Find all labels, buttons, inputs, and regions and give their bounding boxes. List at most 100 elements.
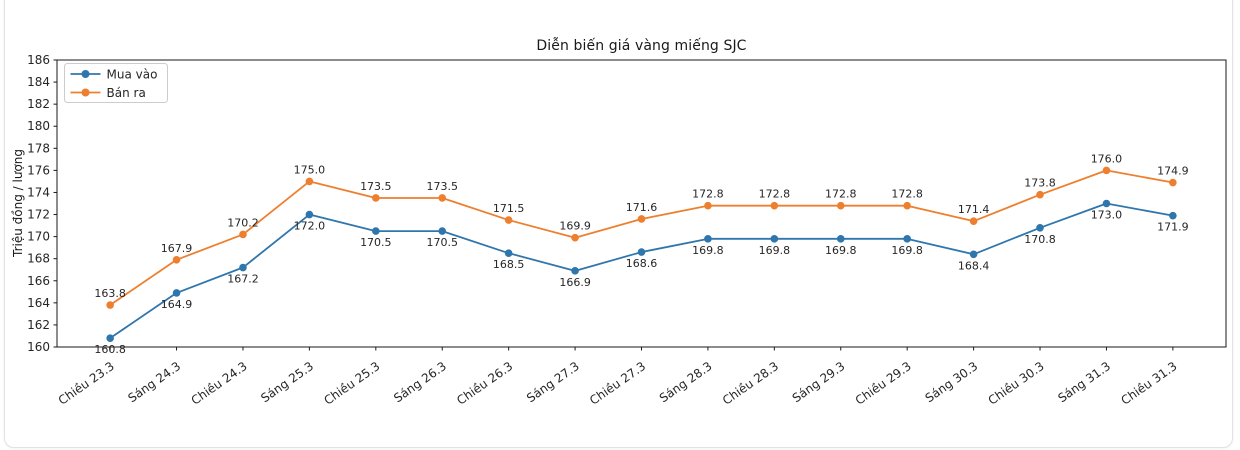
- x-axis-tick-label: Sáng 29.3: [790, 359, 848, 405]
- data-point-label: 163.8: [94, 287, 126, 300]
- data-point-label: 170.5: [426, 236, 458, 249]
- data-point-marker: [372, 194, 380, 202]
- data-point-label: 164.9: [161, 298, 193, 311]
- y-axis-label: Triệu đồng / lượng: [11, 149, 25, 257]
- data-point-label: 169.8: [825, 244, 857, 257]
- data-point-marker: [1036, 190, 1044, 199]
- x-axis-tick-label: Chiều 26.3: [454, 359, 515, 408]
- y-axis-tick-label: 180: [27, 119, 50, 133]
- data-point-label: 172.8: [825, 188, 857, 201]
- data-point-marker: [969, 250, 978, 259]
- x-axis-tick-label: Chiều 27.3: [587, 359, 648, 408]
- data-point-label: 171.4: [958, 203, 990, 216]
- data-point-label: 167.2: [227, 273, 259, 286]
- data-point-marker: [504, 216, 513, 224]
- data-point-marker: [1169, 178, 1177, 187]
- y-axis-tick-label: 160: [27, 340, 50, 354]
- x-axis-tick-label: Sáng 28.3: [657, 359, 715, 405]
- data-point-marker: [172, 255, 181, 264]
- data-point-label: 172.8: [759, 188, 791, 201]
- data-point-label: 171.9: [1157, 221, 1189, 234]
- data-point-marker: [372, 227, 380, 235]
- x-axis-tick-label: Sáng 24.3: [125, 359, 183, 405]
- data-point-label: 172.0: [294, 220, 326, 233]
- data-point-label: 172.8: [891, 188, 923, 201]
- legend-marker: [81, 70, 90, 78]
- data-point-label: 171.5: [493, 202, 525, 215]
- data-point-marker: [1102, 166, 1111, 175]
- data-point-label: 168.4: [958, 259, 990, 272]
- data-point-marker: [770, 201, 779, 210]
- y-axis-tick-label: 168: [27, 252, 50, 266]
- data-point-marker: [903, 201, 911, 210]
- y-axis-tick-label: 164: [27, 296, 50, 310]
- data-point-marker: [106, 301, 114, 309]
- y-axis-tick-label: 186: [27, 53, 50, 67]
- data-point-marker: [438, 227, 447, 235]
- y-axis-tick-label: 170: [27, 230, 50, 244]
- data-point-marker: [571, 233, 579, 242]
- chart-title: Diễn biến giá vàng miếng SJC: [536, 38, 747, 54]
- x-axis-tick-label: Sáng 25.3: [258, 359, 316, 405]
- x-axis-tick-label: Chiều 29.3: [853, 359, 914, 408]
- data-point-label: 169.8: [891, 244, 923, 257]
- data-point-marker: [172, 289, 181, 297]
- data-point-label: 176.0: [1091, 152, 1123, 165]
- y-axis-tick-label: 182: [27, 97, 50, 111]
- data-point-marker: [239, 230, 247, 239]
- data-point-marker: [305, 177, 314, 186]
- data-point-label: 173.0: [1091, 209, 1123, 222]
- x-axis-tick-label: Chiều 24.3: [189, 359, 250, 408]
- x-axis-tick-label: Sáng 26.3: [391, 359, 449, 405]
- data-point-marker: [1169, 211, 1177, 220]
- data-point-marker: [704, 235, 712, 243]
- x-axis-tick-label: Chiều 28.3: [720, 359, 781, 408]
- data-point-marker: [571, 267, 579, 275]
- data-point-label: 171.6: [626, 201, 658, 214]
- data-point-marker: [903, 235, 911, 243]
- x-axis-tick-label: Sáng 30.3: [923, 359, 981, 405]
- data-point-label: 169.9: [559, 220, 591, 233]
- data-point-marker: [704, 201, 712, 210]
- data-point-label: 174.9: [1157, 165, 1189, 178]
- data-point-marker: [969, 217, 978, 225]
- x-axis-tick-label: Sáng 27.3: [524, 359, 582, 405]
- data-point-marker: [637, 248, 646, 256]
- data-point-label: 167.9: [161, 242, 193, 255]
- data-point-marker: [305, 210, 314, 219]
- data-point-label: 173.5: [360, 180, 392, 193]
- data-point-marker: [438, 194, 447, 202]
- data-point-marker: [770, 235, 779, 243]
- y-axis-tick-label: 162: [27, 318, 50, 332]
- data-point-label: 170.8: [1024, 233, 1056, 246]
- data-point-label: 160.8: [94, 343, 126, 356]
- legend-marker: [81, 88, 90, 97]
- x-axis-tick-label: Sáng 31.3: [1055, 359, 1113, 405]
- y-axis-tick-label: 166: [27, 274, 50, 288]
- data-point-label: 168.6: [626, 257, 658, 270]
- data-point-marker: [504, 249, 513, 257]
- data-point-label: 172.8: [692, 188, 724, 201]
- plot-area: [56, 59, 1227, 348]
- x-axis-tick-label: Chiều 23.3: [56, 359, 117, 408]
- y-axis-tick-label: 178: [27, 141, 50, 155]
- data-point-marker: [239, 263, 247, 272]
- data-point-label: 166.9: [559, 276, 591, 289]
- data-point-marker: [836, 201, 845, 210]
- x-axis-tick-label: Chiều 31.3: [1118, 359, 1179, 408]
- data-point-marker: [637, 215, 646, 223]
- x-axis-tick-label: Chiều 30.3: [986, 359, 1047, 408]
- legend-entry-label: Mua vào: [107, 68, 158, 82]
- y-axis-tick-label: 174: [27, 185, 50, 199]
- data-point-label: 170.2: [227, 216, 259, 229]
- x-axis-tick-label: Chiều 25.3: [321, 359, 382, 408]
- y-axis-tick-label: 176: [27, 163, 50, 177]
- data-point-marker: [1102, 199, 1111, 208]
- data-point-label: 168.5: [493, 258, 525, 271]
- legend-entry-label: Bán ra: [107, 86, 146, 100]
- data-point-marker: [106, 334, 114, 342]
- data-point-label: 169.8: [692, 244, 724, 257]
- data-point-marker: [1036, 223, 1044, 232]
